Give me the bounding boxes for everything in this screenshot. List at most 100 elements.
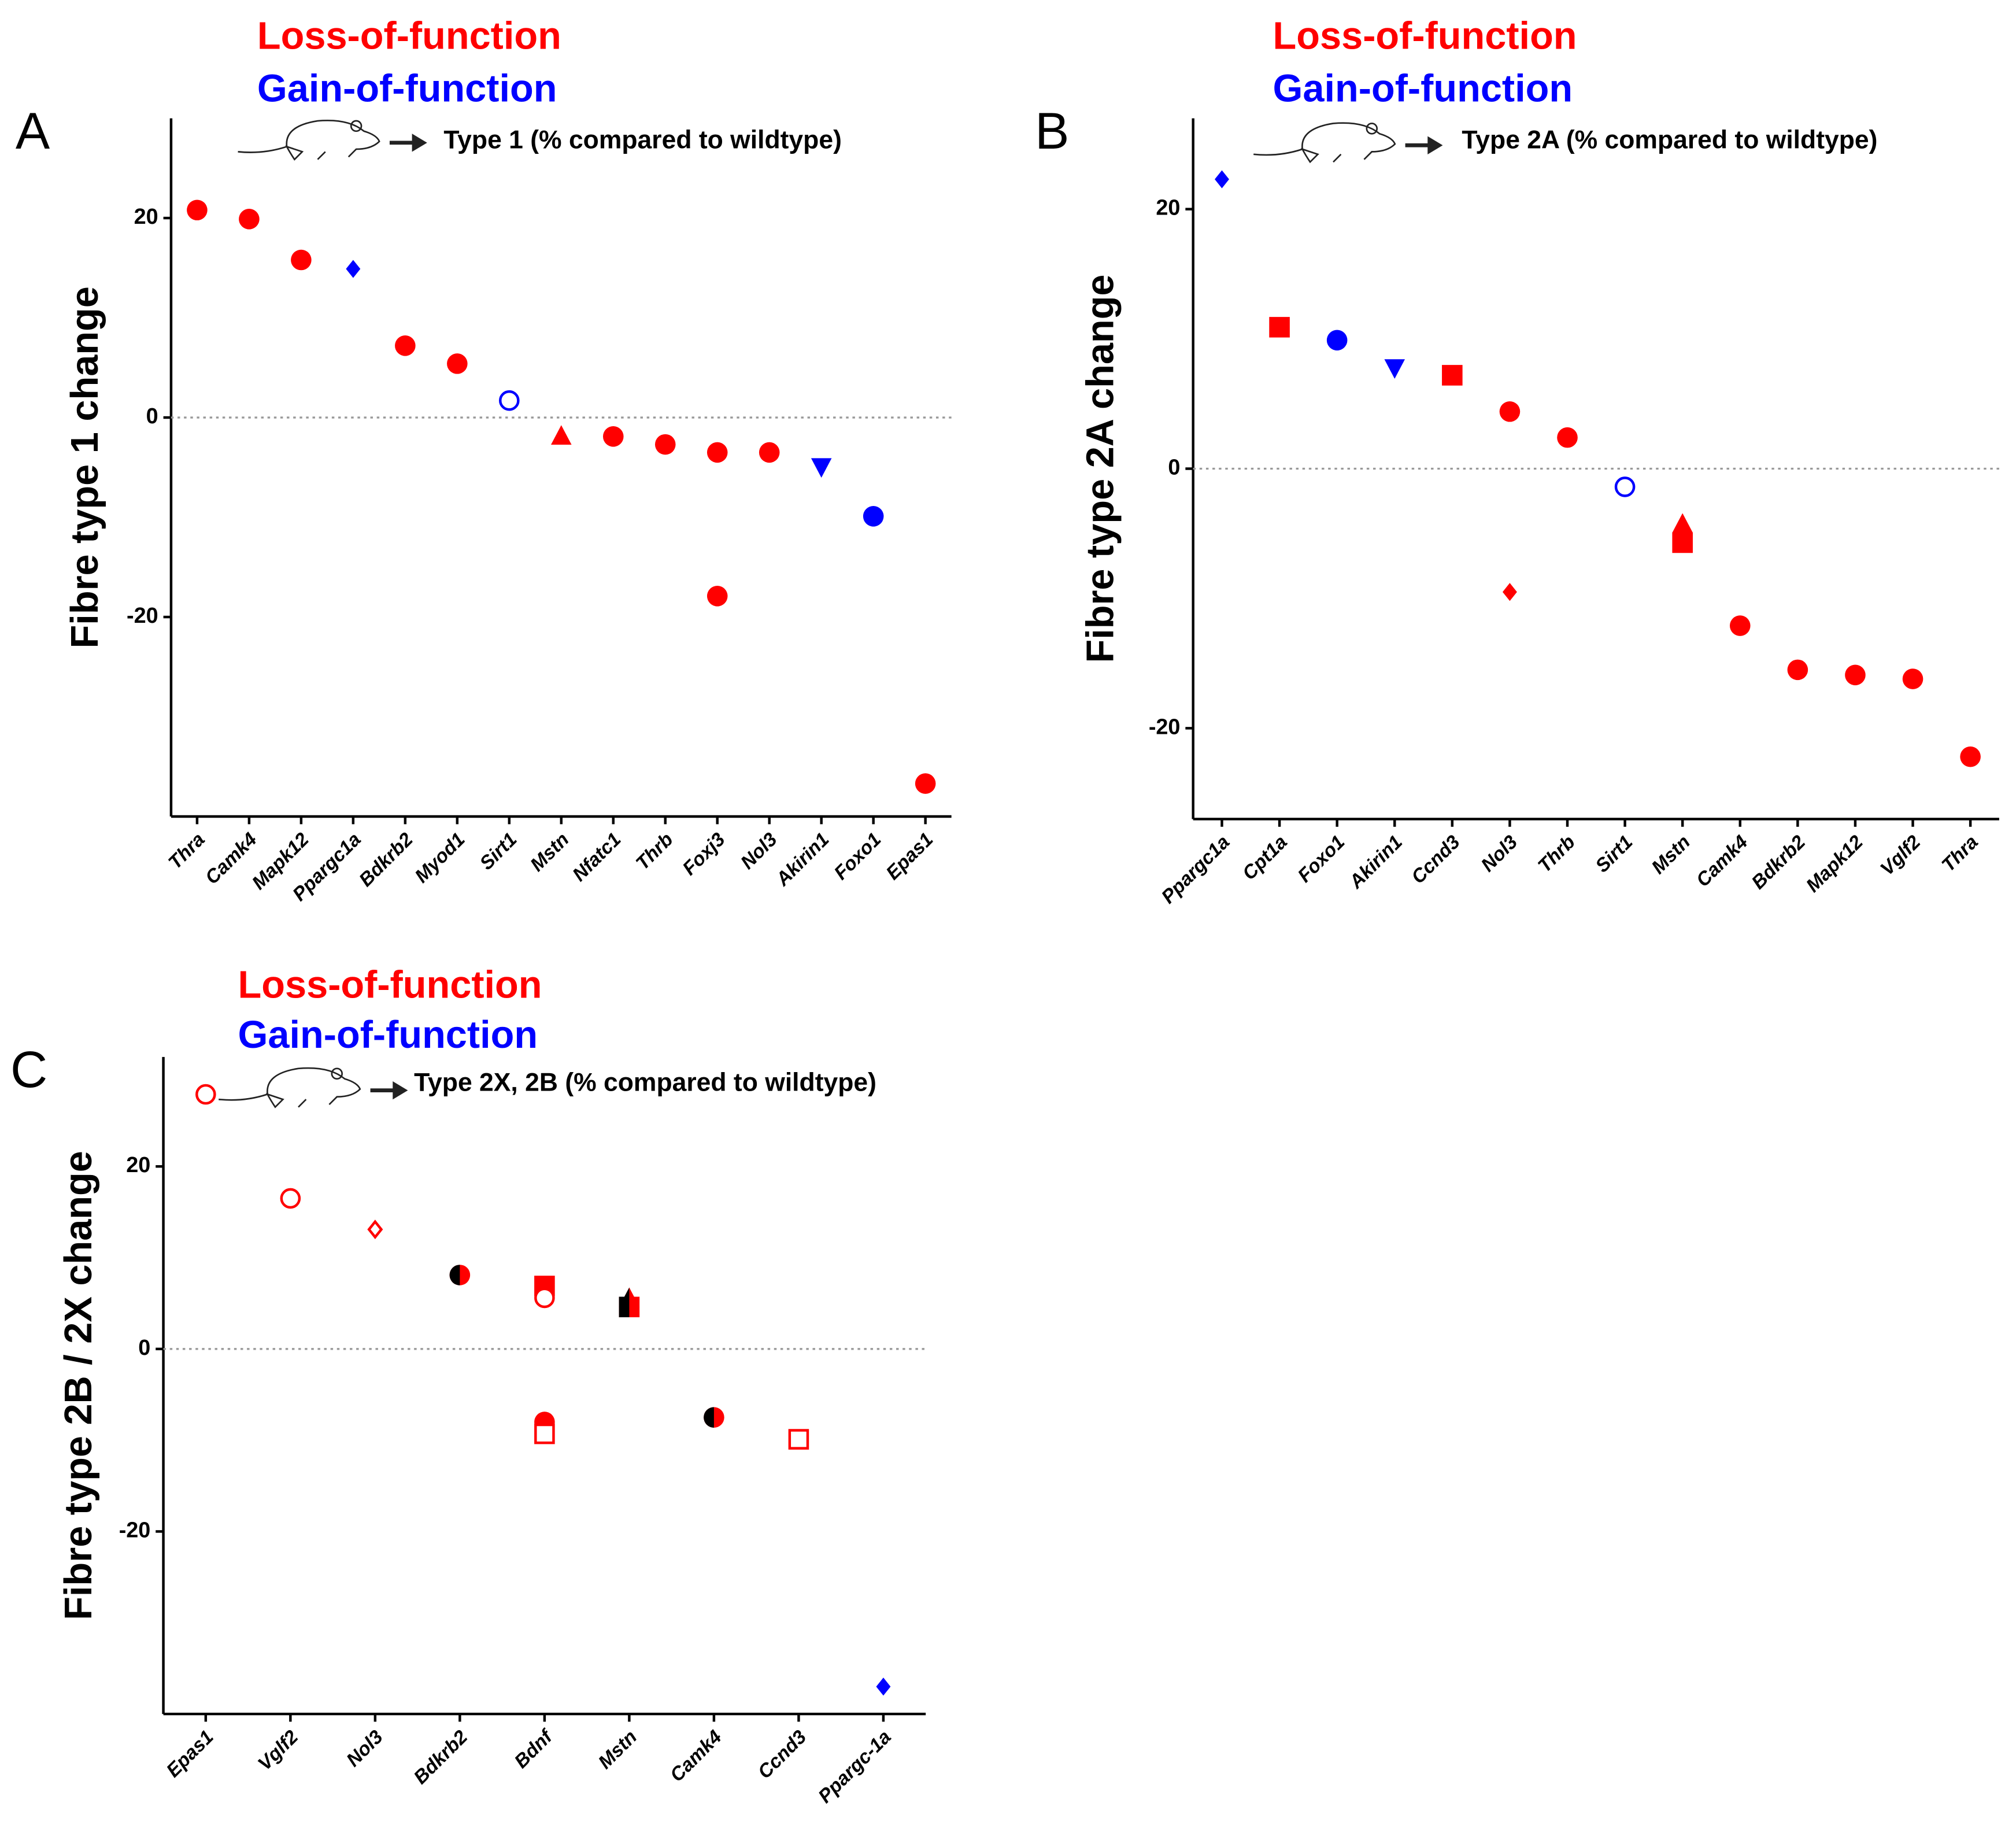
y-tick-label: 0 (1168, 455, 1180, 479)
data-point (759, 442, 780, 463)
data-point (1557, 427, 1578, 448)
marker-shape (551, 425, 572, 445)
data-point (915, 773, 936, 794)
legend-entry: Loss-of-function (238, 963, 542, 1006)
marker-shape (706, 586, 728, 607)
x-tick-label: Ccnd3 (1407, 831, 1464, 888)
y-tick-label: -20 (127, 604, 158, 628)
data-point (1672, 532, 1693, 553)
data-point (1269, 317, 1290, 338)
marker-shape (449, 1265, 460, 1285)
marker-shape (876, 1678, 891, 1696)
legend-entry: Loss-of-function (1273, 14, 1577, 57)
data-point (1499, 401, 1521, 422)
marker-shape (863, 506, 884, 527)
x-tick-label: Nol3 (1477, 831, 1522, 876)
marker-shape (1845, 664, 1866, 686)
x-tick-label: Foxj3 (679, 829, 730, 880)
marker-shape (704, 1407, 714, 1428)
marker-shape (706, 442, 728, 463)
legend-entry: Gain-of-function (1273, 68, 1573, 110)
data-point (551, 425, 572, 445)
arrow-head (393, 1081, 408, 1100)
mouse-body (266, 1067, 361, 1109)
x-tick-label: Ccnd3 (754, 1726, 811, 1783)
marker-shape (346, 260, 361, 278)
data-point (788, 1429, 809, 1450)
marker-shape (499, 390, 520, 411)
mouse-tail (1253, 148, 1303, 156)
x-tick-label: Sirt1 (476, 829, 521, 874)
y-tick-label: -20 (1149, 715, 1181, 739)
data-point (1787, 659, 1808, 681)
data-point (1502, 583, 1517, 601)
x-tick-label: Foxo1 (1294, 832, 1349, 887)
legend-entry: Gain-of-function (238, 1014, 538, 1056)
y-axis-label: Fibre type 2B / 2X change (57, 1151, 100, 1620)
data-point (704, 1407, 724, 1428)
x-tick-label: Mstn (594, 1726, 641, 1773)
data-point (291, 249, 312, 271)
data-point (187, 199, 208, 221)
marker-shape (1215, 170, 1229, 189)
marker-shape (395, 335, 416, 356)
data-point (1729, 615, 1751, 636)
x-tick-label: Foxo1 (830, 829, 886, 884)
data-point (1614, 476, 1636, 497)
data-point (1384, 359, 1405, 379)
data-point (395, 335, 416, 356)
marker-shape (195, 1084, 216, 1105)
data-point (367, 1220, 383, 1239)
panel-letter: A (16, 102, 50, 160)
x-tick-label: Vglf2 (254, 1726, 302, 1775)
y-tick-label: 20 (1156, 196, 1180, 220)
x-tick-label: Akirin1 (772, 829, 834, 891)
data-point (447, 353, 468, 374)
mouse-icon (219, 1067, 408, 1109)
legend-entry: Gain-of-function (257, 68, 557, 110)
marker-shape (759, 442, 780, 463)
marker-shape (1614, 476, 1636, 497)
marker-shape (1499, 401, 1521, 422)
data-point (1845, 664, 1866, 686)
marker-shape (654, 434, 676, 455)
legend-entry: Loss-of-function (257, 14, 561, 57)
mouse-body (1301, 122, 1396, 164)
x-tick-label: Myod1 (411, 829, 469, 887)
data-point (499, 390, 520, 411)
panel-letter: B (1035, 102, 1069, 160)
data-point (449, 1265, 471, 1285)
x-tick-label: Mstn (526, 829, 573, 875)
x-tick-label: Mstn (1648, 832, 1695, 878)
data-point (1902, 668, 1923, 689)
marker-shape (291, 249, 312, 271)
y-tick-label: 20 (134, 205, 158, 229)
mouse-tail (238, 146, 287, 153)
y-tick-label: 0 (146, 404, 158, 428)
marker-shape (187, 199, 208, 221)
x-tick-label: Sirt1 (1592, 832, 1637, 877)
x-tick-label: Camk4 (1692, 832, 1752, 892)
x-tick-label: Bdkrb2 (410, 1726, 472, 1789)
x-tick-label: Mapk12 (1802, 831, 1867, 896)
marker-shape (619, 1296, 630, 1318)
marker-shape (1442, 365, 1463, 386)
data-point (1442, 365, 1463, 386)
data-point (239, 208, 260, 230)
x-tick-label: Nol3 (342, 1726, 387, 1771)
data-point (619, 1296, 640, 1318)
data-point (706, 586, 728, 607)
marker-shape (1384, 359, 1405, 379)
data-point (1326, 330, 1348, 351)
mouse-ear (331, 1067, 343, 1080)
annotation: Type 1 (% compared to wildtype) (443, 125, 842, 154)
data-point (534, 1423, 555, 1444)
marker-shape (1672, 513, 1693, 533)
marker-shape (1269, 317, 1290, 338)
x-tick-label: Epas1 (162, 1726, 218, 1782)
x-tick-label: Ppargc1a (1157, 832, 1234, 908)
x-tick-label: Bdnf (511, 1725, 558, 1772)
marker-shape (239, 208, 260, 230)
mouse-ear (350, 120, 362, 132)
